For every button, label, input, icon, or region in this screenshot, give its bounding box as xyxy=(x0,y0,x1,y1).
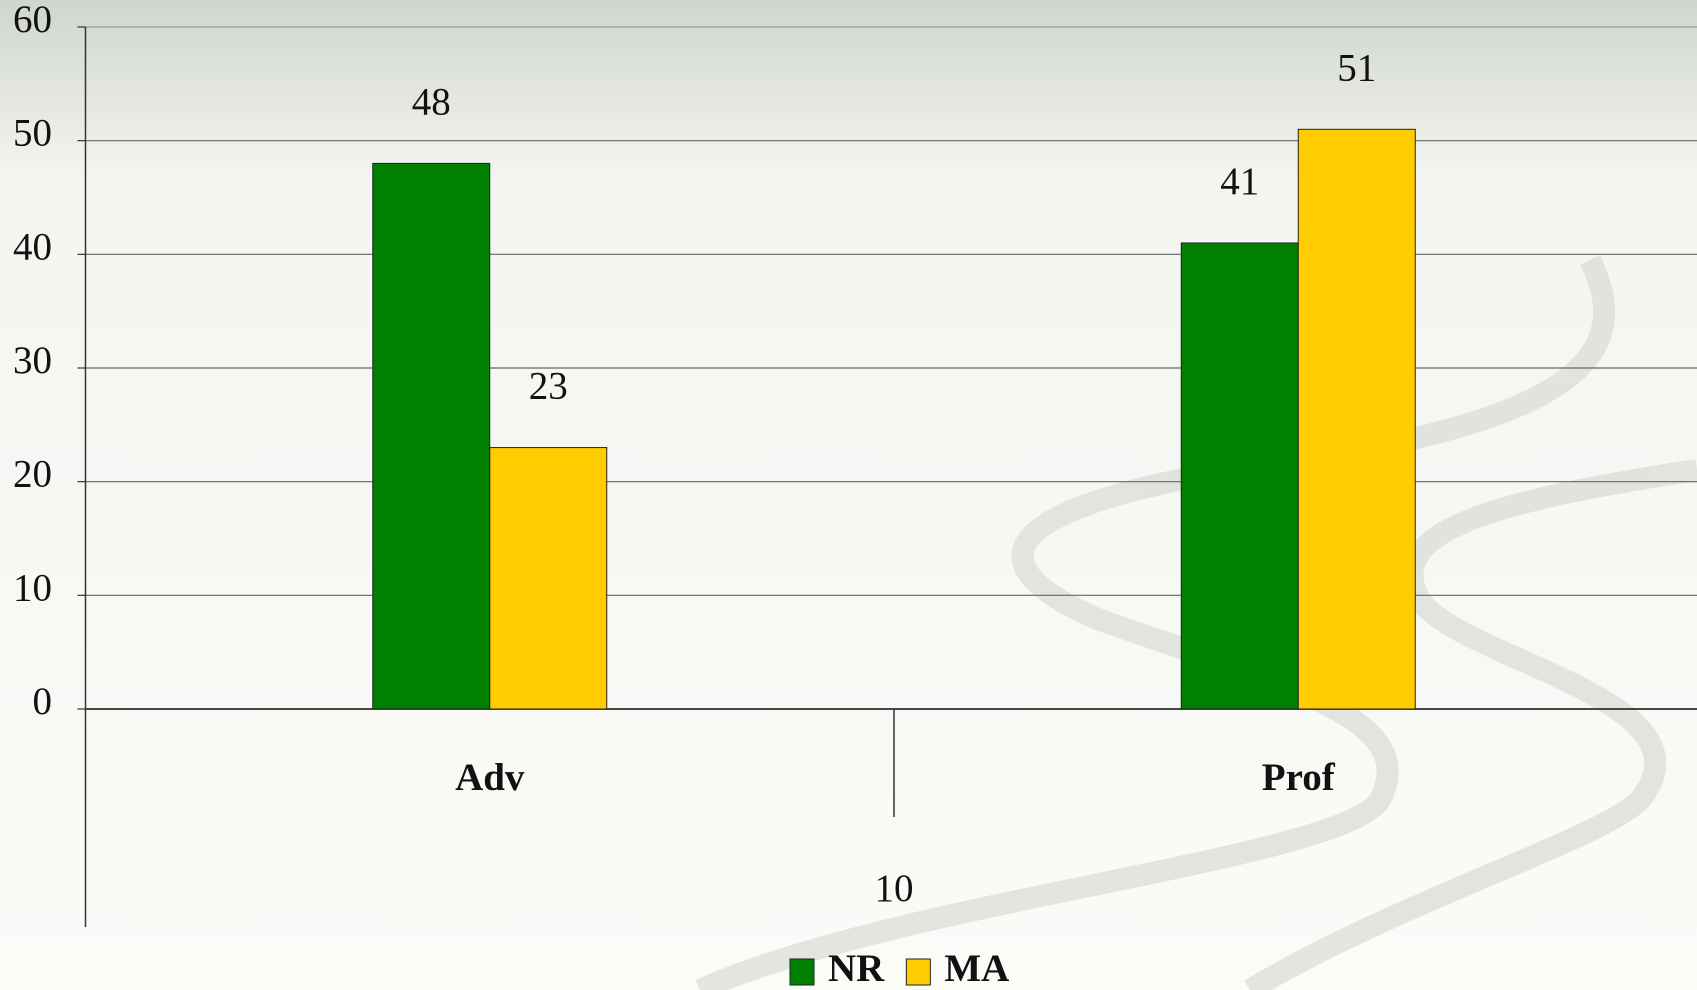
decoration xyxy=(695,255,1697,990)
y-tick-label: 10 xyxy=(13,566,52,609)
bar xyxy=(1180,242,1299,710)
legend-label: NR xyxy=(828,947,885,990)
x-tick-label: Adv xyxy=(455,756,525,799)
bar xyxy=(489,447,608,710)
y-tick-label: 0 xyxy=(33,680,53,723)
bar xyxy=(372,162,491,710)
data-label: 51 xyxy=(1337,46,1376,89)
y-tick-label: 40 xyxy=(13,225,52,268)
y-tick-label: 50 xyxy=(13,112,52,155)
data-label: 41 xyxy=(1220,160,1259,203)
data-label: 48 xyxy=(412,80,451,123)
y-tick-label: 60 xyxy=(13,0,52,41)
x-tick-label: Prof xyxy=(1262,756,1336,799)
legend-swatch xyxy=(905,958,931,986)
bar xyxy=(1297,128,1416,710)
legend-swatch xyxy=(789,958,815,986)
x-axis-label: 10 xyxy=(875,867,914,910)
legend-label: MA xyxy=(944,947,1009,990)
data-label: 23 xyxy=(529,365,568,408)
y-tick-label: 20 xyxy=(13,453,52,496)
y-tick-label: 30 xyxy=(13,339,52,382)
